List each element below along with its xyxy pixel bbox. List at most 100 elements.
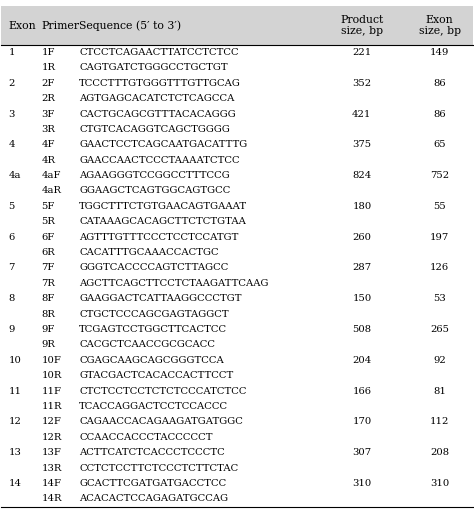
Text: 126: 126 xyxy=(430,264,449,272)
Text: AGAAGGGTCCGGCCTTTCCG: AGAAGGGTCCGGCCTTTCCG xyxy=(79,171,230,180)
Text: CAGTGATCTGGGCCTGCTGT: CAGTGATCTGGGCCTGCTGT xyxy=(79,63,228,72)
Text: 112: 112 xyxy=(430,418,449,426)
Text: 9R: 9R xyxy=(41,341,55,349)
Text: 310: 310 xyxy=(430,479,449,488)
Text: 14R: 14R xyxy=(41,495,62,503)
Text: 752: 752 xyxy=(430,171,449,180)
Text: 5: 5 xyxy=(9,202,15,211)
Text: 6F: 6F xyxy=(41,233,55,242)
Text: 8R: 8R xyxy=(41,310,55,319)
Text: TCCCTTTGTGGGTTTGTTGCAG: TCCCTTTGTGGGTTTGTTGCAG xyxy=(79,78,241,88)
Text: GTACGACTCACACCACTTCCT: GTACGACTCACACCACTTCCT xyxy=(79,371,233,380)
Text: Exon
size, bp: Exon size, bp xyxy=(419,15,461,36)
Text: GCACTTCGATGATGACCTCC: GCACTTCGATGATGACCTCC xyxy=(79,479,227,488)
Text: GAAGGACTCATTAAGGCCCTGT: GAAGGACTCATTAAGGCCCTGT xyxy=(79,294,242,303)
Text: AGCTTCAGCTTCCTCTAAGATTCAAG: AGCTTCAGCTTCCTCTAAGATTCAAG xyxy=(79,279,269,288)
Text: 1R: 1R xyxy=(41,63,55,72)
Text: 13: 13 xyxy=(9,448,21,457)
Text: 197: 197 xyxy=(430,233,449,242)
Text: 5R: 5R xyxy=(41,218,55,226)
Text: 53: 53 xyxy=(433,294,446,303)
Text: 1F: 1F xyxy=(41,48,55,57)
Text: CTGCTCCCAGCGAGTAGGCT: CTGCTCCCAGCGAGTAGGCT xyxy=(79,310,229,319)
Text: TCGAGTCCTGGCTTCACTCC: TCGAGTCCTGGCTTCACTCC xyxy=(79,325,227,334)
Text: 3R: 3R xyxy=(41,125,55,134)
Text: 4aR: 4aR xyxy=(41,187,62,195)
Text: 221: 221 xyxy=(352,48,372,57)
Text: 11R: 11R xyxy=(41,402,62,411)
Text: 92: 92 xyxy=(433,356,446,365)
Text: 13R: 13R xyxy=(41,464,62,472)
Text: 5F: 5F xyxy=(41,202,55,211)
Text: 3: 3 xyxy=(9,109,15,119)
Text: 2R: 2R xyxy=(41,94,55,103)
Text: CACGCTCAACCGCGCACC: CACGCTCAACCGCGCACC xyxy=(79,341,215,349)
Text: 375: 375 xyxy=(352,140,372,149)
Text: Primer: Primer xyxy=(41,21,80,31)
Text: CATAAAGCACAGCTTCTCTGTAA: CATAAAGCACAGCTTCTCTGTAA xyxy=(79,218,246,226)
Text: 7R: 7R xyxy=(41,279,55,288)
Text: CACATTTGCAAACCACTGC: CACATTTGCAAACCACTGC xyxy=(79,248,219,257)
Text: 208: 208 xyxy=(430,448,449,457)
Text: 4a: 4a xyxy=(9,171,21,180)
Text: 6R: 6R xyxy=(41,248,55,257)
Text: 170: 170 xyxy=(352,418,372,426)
Text: CACTGCAGCGTTTACACAGGG: CACTGCAGCGTTTACACAGGG xyxy=(79,109,236,119)
Text: 421: 421 xyxy=(352,109,372,119)
Text: CCTCTCCTTCTCCCTCTTCTAC: CCTCTCCTTCTCCCTCTTCTAC xyxy=(79,464,238,472)
Text: 150: 150 xyxy=(352,294,372,303)
Text: 2F: 2F xyxy=(41,78,55,88)
Text: 11: 11 xyxy=(9,387,21,396)
Text: 8F: 8F xyxy=(41,294,55,303)
Text: 9F: 9F xyxy=(41,325,55,334)
Text: 310: 310 xyxy=(352,479,372,488)
Text: AGTTTGTTTCCCTCCTCCATGT: AGTTTGTTTCCCTCCTCCATGT xyxy=(79,233,238,242)
Text: 12F: 12F xyxy=(41,418,61,426)
Text: 65: 65 xyxy=(433,140,446,149)
Text: 824: 824 xyxy=(352,171,372,180)
Text: 508: 508 xyxy=(352,325,372,334)
Text: 204: 204 xyxy=(352,356,372,365)
Text: 14: 14 xyxy=(9,479,21,488)
Text: 4aF: 4aF xyxy=(41,171,61,180)
Text: 287: 287 xyxy=(352,264,372,272)
Text: GAACCAACTCCCTAAAATCTCC: GAACCAACTCCCTAAAATCTCC xyxy=(79,156,240,165)
Text: 352: 352 xyxy=(352,78,372,88)
Text: ACTTCATCTCACCCTCCCTC: ACTTCATCTCACCCTCCCTC xyxy=(79,448,225,457)
Text: 166: 166 xyxy=(352,387,371,396)
Text: 86: 86 xyxy=(433,78,446,88)
Text: GAACTCCTCAGCAATGACATTTG: GAACTCCTCAGCAATGACATTTG xyxy=(79,140,247,149)
Text: 81: 81 xyxy=(433,387,446,396)
Text: 265: 265 xyxy=(430,325,449,334)
Text: Exon: Exon xyxy=(9,21,36,31)
Text: CGAGCAAGCAGCGGGTCCA: CGAGCAAGCAGCGGGTCCA xyxy=(79,356,224,365)
Text: CTCTCCTCCTCTCTCCCATCTCC: CTCTCCTCCTCTCTCCCATCTCC xyxy=(79,387,246,396)
Text: 4: 4 xyxy=(9,140,15,149)
Text: 55: 55 xyxy=(433,202,446,211)
Text: 13F: 13F xyxy=(41,448,61,457)
Text: 10F: 10F xyxy=(41,356,61,365)
Text: GGGTCACCCCAGTCTTAGCC: GGGTCACCCCAGTCTTAGCC xyxy=(79,264,228,272)
Bar xyxy=(1,7,473,45)
Text: Product
size, bp: Product size, bp xyxy=(340,15,383,36)
Text: 180: 180 xyxy=(352,202,372,211)
Text: CTGTCACAGGTCAGCTGGGG: CTGTCACAGGTCAGCTGGGG xyxy=(79,125,230,134)
Text: CAGAACCACAGAAGATGATGGC: CAGAACCACAGAAGATGATGGC xyxy=(79,418,243,426)
Text: AGTGAGCACATCTCTCAGCCA: AGTGAGCACATCTCTCAGCCA xyxy=(79,94,235,103)
Text: 2: 2 xyxy=(9,78,15,88)
Text: 3F: 3F xyxy=(41,109,55,119)
Text: CTCCTCAGAACTTATCCTCTCC: CTCCTCAGAACTTATCCTCTCC xyxy=(79,48,239,57)
Text: 4R: 4R xyxy=(41,156,55,165)
Text: 10: 10 xyxy=(9,356,21,365)
Text: 8: 8 xyxy=(9,294,15,303)
Text: 11F: 11F xyxy=(41,387,62,396)
Text: TCACCAGGACTCCTCCACCC: TCACCAGGACTCCTCCACCC xyxy=(79,402,228,411)
Text: 260: 260 xyxy=(352,233,371,242)
Text: 7: 7 xyxy=(9,264,15,272)
Text: 149: 149 xyxy=(430,48,449,57)
Text: 86: 86 xyxy=(433,109,446,119)
Text: 14F: 14F xyxy=(41,479,62,488)
Text: 10R: 10R xyxy=(41,371,62,380)
Text: CCAACCACCCTACCCCCT: CCAACCACCCTACCCCCT xyxy=(79,433,213,442)
Text: 4F: 4F xyxy=(41,140,55,149)
